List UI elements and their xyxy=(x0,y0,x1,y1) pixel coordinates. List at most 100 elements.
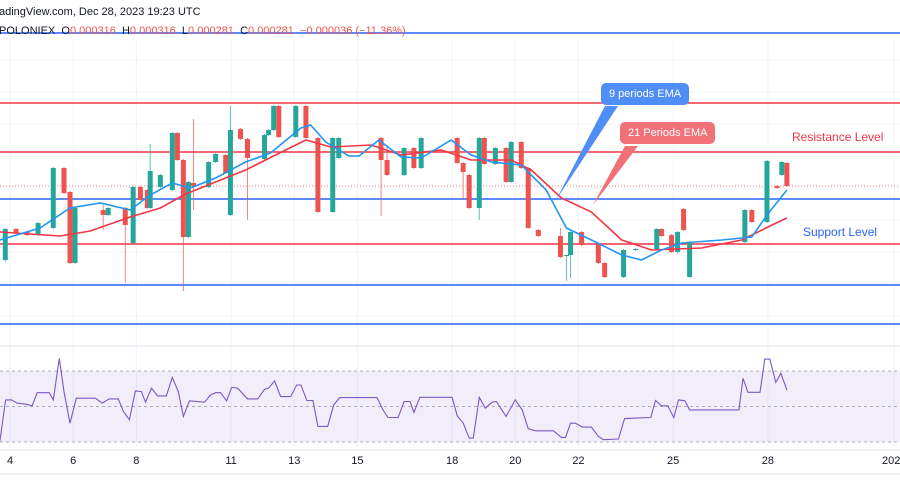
candle-down xyxy=(460,163,466,172)
rsi-line xyxy=(0,358,788,442)
support-label: Support Level xyxy=(803,225,878,239)
candle-up xyxy=(169,133,175,190)
x-tick-label: 4 xyxy=(6,455,14,467)
candle-down xyxy=(303,106,309,138)
x-tick-label: 2024 xyxy=(881,455,900,467)
low-value: 0.000281 xyxy=(188,25,234,37)
ohlc-legend: POLONIEX O0.000316 H0.000316 L0.000281 C… xyxy=(0,25,406,37)
candle-up xyxy=(227,130,233,215)
candle-up xyxy=(742,210,748,242)
x-tick-label: 22 xyxy=(572,455,585,467)
candle-up xyxy=(568,232,574,255)
ema21-line xyxy=(0,139,788,251)
candle-down xyxy=(61,168,67,193)
low-label: L xyxy=(181,25,189,37)
candle-up xyxy=(213,154,219,162)
close-value: 0.000281 xyxy=(248,25,294,37)
candle-down xyxy=(144,190,150,208)
x-tick-label: 25 xyxy=(667,455,680,467)
candle-up xyxy=(687,242,693,277)
candle-down xyxy=(557,236,563,257)
candle-down xyxy=(525,168,531,228)
candle-down xyxy=(137,187,143,200)
candle-down xyxy=(466,175,472,208)
candle-down xyxy=(276,106,282,137)
candle-down xyxy=(384,160,390,175)
candle-up xyxy=(157,175,163,187)
candle-down xyxy=(122,208,128,225)
candle-down xyxy=(67,192,73,263)
close-label: C xyxy=(240,25,249,37)
candle-up xyxy=(654,229,660,249)
ema21-callout-pointer xyxy=(593,146,638,205)
resistance-label: Resistance Level xyxy=(792,130,884,144)
open-value: 0.000316 xyxy=(69,25,116,37)
open-label: O xyxy=(61,25,70,37)
candle-up xyxy=(675,232,681,252)
x-tick-label: 6 xyxy=(70,455,77,467)
candle-up xyxy=(633,249,639,250)
x-tick-label: 20 xyxy=(509,455,522,467)
candle-up xyxy=(72,208,78,263)
ema21-callout: 21 Periods EMA xyxy=(620,122,716,144)
x-tick-label: 18 xyxy=(445,455,459,467)
candle-up xyxy=(621,250,627,277)
candle-down xyxy=(238,129,244,139)
candle-up xyxy=(401,148,407,175)
ema9-line xyxy=(0,124,788,261)
x-tick-label: 28 xyxy=(761,455,775,467)
candle-down xyxy=(595,244,601,263)
candle-up xyxy=(130,187,136,243)
candle-down xyxy=(180,160,186,237)
candle-up xyxy=(330,138,336,212)
candle-up xyxy=(105,208,111,215)
candle-down xyxy=(749,210,755,222)
candle-up xyxy=(492,148,498,164)
candle-down xyxy=(602,263,608,277)
x-tick-label: 11 xyxy=(225,455,237,467)
candle-down xyxy=(669,235,675,252)
candle-down xyxy=(190,183,196,186)
candle-down xyxy=(579,232,585,245)
candle-down xyxy=(481,138,487,164)
candle-up xyxy=(262,135,268,159)
candle-down xyxy=(174,133,180,160)
ema9-callout: 9 periods EMA xyxy=(601,83,690,105)
candle-up xyxy=(147,171,153,208)
candle-up xyxy=(2,229,8,260)
candle-down xyxy=(244,139,250,158)
candle-down xyxy=(454,138,460,163)
candle-down xyxy=(681,209,687,230)
candle-down xyxy=(774,186,780,188)
symbol: POLONIEX xyxy=(0,25,56,37)
high-value: 0.000316 xyxy=(129,25,176,37)
candle-up xyxy=(50,168,56,228)
candle-up xyxy=(336,138,342,158)
source-line: adingView.com, Dec 28, 2023 19:23 UTC xyxy=(0,6,201,18)
candle-down xyxy=(13,229,19,233)
candle-down xyxy=(223,155,229,173)
candle-up xyxy=(764,161,770,222)
candle-down xyxy=(315,138,321,212)
x-tick-label: 15 xyxy=(351,455,364,467)
high-label: H xyxy=(121,25,130,37)
candle-up xyxy=(293,106,299,137)
x-tick-label: 13 xyxy=(288,455,301,467)
candle-down xyxy=(503,148,509,182)
change-value: −0.000036 (−11.36%) xyxy=(300,25,406,37)
x-tick-label: 8 xyxy=(133,455,140,467)
candle-up xyxy=(185,182,191,237)
candle-down xyxy=(784,163,790,186)
candle-up xyxy=(206,162,212,187)
candle-up xyxy=(779,162,785,175)
ema9-callout-pointer xyxy=(556,106,618,200)
candle-up xyxy=(271,106,277,130)
candle-up xyxy=(476,138,482,208)
candle-down xyxy=(518,142,524,168)
candle-down xyxy=(658,229,664,236)
candle-up xyxy=(508,142,514,182)
candle-down xyxy=(100,210,106,215)
candle-up xyxy=(563,255,569,256)
candle-down xyxy=(535,230,541,236)
